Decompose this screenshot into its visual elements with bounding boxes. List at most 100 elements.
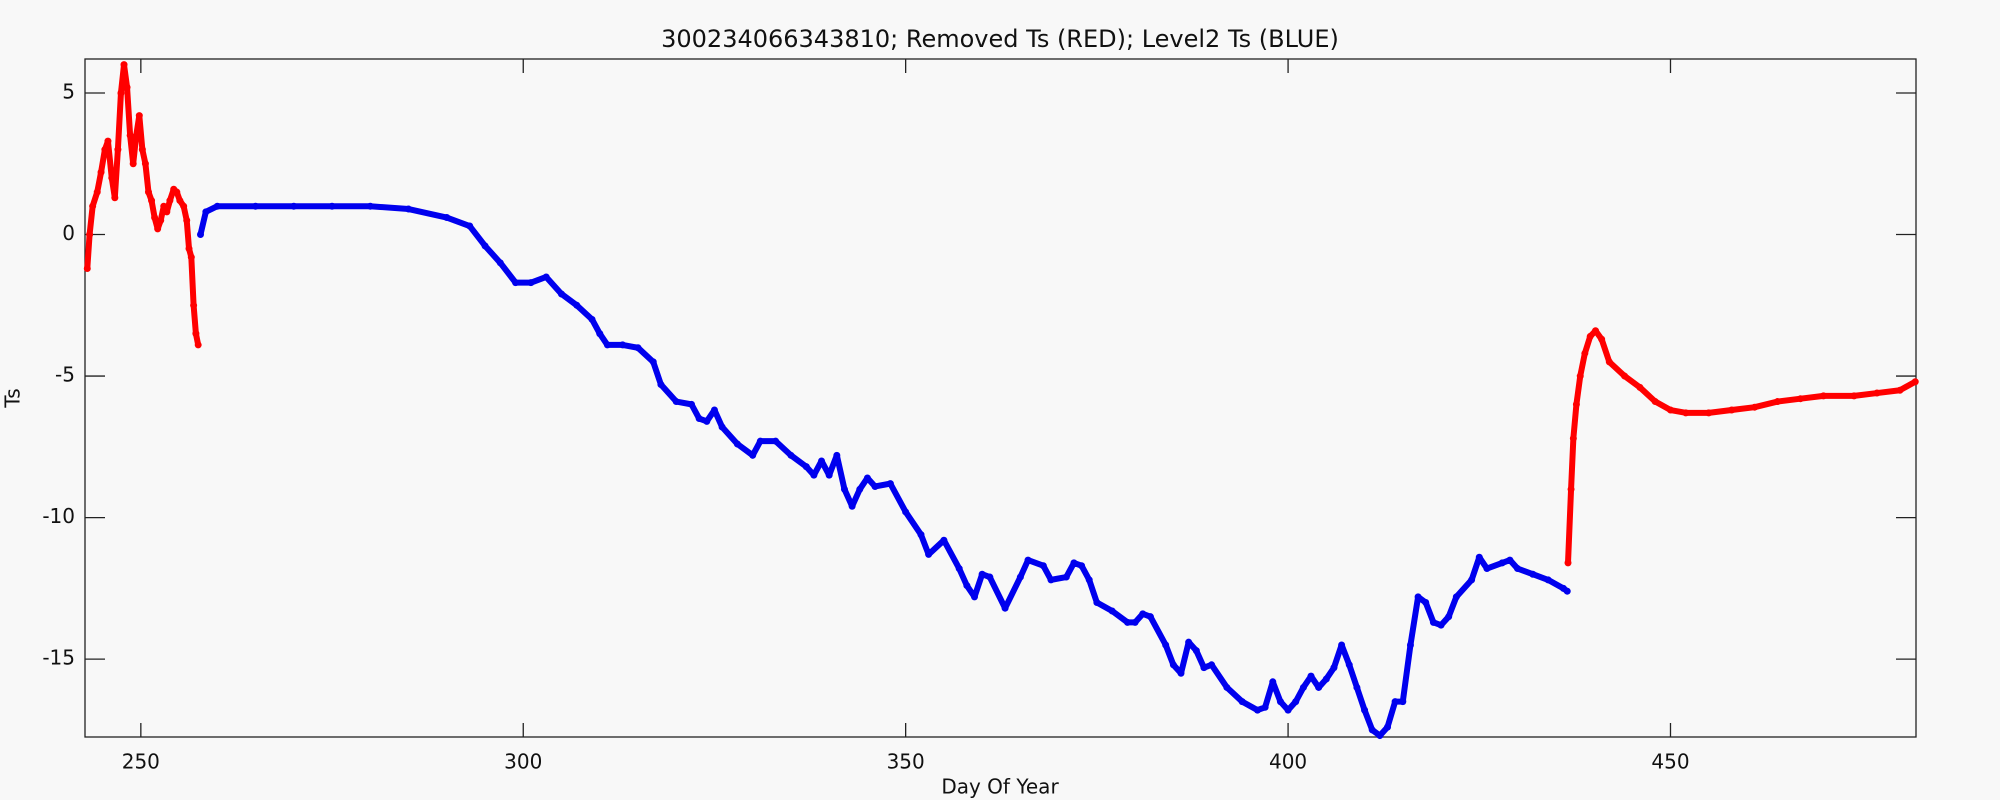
point <box>1873 389 1881 397</box>
y-tick-label: 0 <box>62 221 75 245</box>
point <box>1529 570 1537 578</box>
point <box>185 245 193 253</box>
point <box>160 202 168 210</box>
point <box>1581 349 1589 357</box>
point <box>1192 647 1200 655</box>
point <box>902 508 910 516</box>
point <box>1200 664 1208 672</box>
point <box>825 471 833 479</box>
point <box>917 531 925 539</box>
point <box>1162 641 1170 649</box>
point <box>141 160 149 168</box>
point <box>848 502 856 510</box>
point <box>1039 562 1047 570</box>
point <box>97 168 105 176</box>
point <box>120 61 128 69</box>
point <box>1315 683 1323 691</box>
point <box>180 202 188 210</box>
point <box>840 485 848 493</box>
point <box>1047 576 1055 584</box>
point <box>328 202 336 210</box>
point <box>557 290 565 298</box>
point <box>649 358 657 366</box>
point <box>443 214 451 222</box>
point <box>703 417 711 425</box>
point <box>108 174 116 182</box>
point <box>1276 698 1284 706</box>
point <box>1345 661 1353 669</box>
point <box>135 112 143 120</box>
point <box>1506 556 1514 564</box>
point <box>1452 593 1460 601</box>
point <box>802 463 810 471</box>
point <box>672 398 680 406</box>
point <box>151 214 159 222</box>
point <box>123 83 131 91</box>
point <box>1498 559 1506 567</box>
point <box>1751 403 1759 411</box>
point <box>1024 556 1032 564</box>
point <box>1062 573 1070 581</box>
y-axis-label: Ts <box>1 388 25 408</box>
point <box>1682 409 1690 417</box>
point <box>111 194 119 202</box>
point <box>588 315 596 323</box>
point <box>833 451 841 459</box>
point <box>154 225 162 233</box>
point <box>527 279 535 287</box>
point <box>1368 726 1376 734</box>
point <box>986 573 994 581</box>
chart-title: 300234066343810; Removed Ts (RED); Level… <box>661 25 1339 53</box>
point <box>496 259 504 267</box>
point <box>657 381 665 389</box>
point <box>1911 378 1919 386</box>
point <box>1078 562 1086 570</box>
point <box>1564 559 1572 567</box>
point <box>481 242 489 250</box>
point <box>1299 683 1307 691</box>
point <box>1636 383 1644 391</box>
point <box>1414 593 1422 601</box>
x-tick-label: 450 <box>1651 750 1689 774</box>
point <box>176 197 184 205</box>
point <box>129 160 137 168</box>
point <box>718 423 726 431</box>
y-tick-label: 5 <box>62 79 75 103</box>
point <box>1384 723 1392 731</box>
point <box>1572 400 1580 408</box>
point <box>1592 327 1600 335</box>
point <box>1361 706 1369 714</box>
point <box>1338 641 1346 649</box>
point <box>1330 664 1338 672</box>
point <box>733 440 741 448</box>
point <box>1208 661 1216 669</box>
point <box>1269 678 1277 686</box>
point <box>83 264 91 272</box>
point <box>1797 395 1805 403</box>
point <box>871 482 879 490</box>
point <box>1123 618 1131 626</box>
point <box>749 451 757 459</box>
point <box>1850 392 1858 400</box>
point <box>1146 613 1154 621</box>
point <box>1598 335 1606 343</box>
x-axis-label: Day Of Year <box>941 775 1059 799</box>
point <box>1666 406 1674 414</box>
point <box>1651 398 1659 406</box>
point <box>1139 610 1147 618</box>
point <box>1322 675 1330 683</box>
point <box>1016 573 1024 581</box>
point <box>1705 409 1713 417</box>
point <box>1001 604 1009 612</box>
point <box>1292 698 1300 706</box>
point <box>1307 672 1315 680</box>
point <box>117 89 125 97</box>
point <box>1085 576 1093 584</box>
point <box>1896 386 1904 394</box>
point <box>512 279 520 287</box>
point <box>1391 698 1399 706</box>
point <box>1567 485 1575 493</box>
point <box>89 202 97 210</box>
point <box>86 231 94 239</box>
point <box>573 301 581 309</box>
